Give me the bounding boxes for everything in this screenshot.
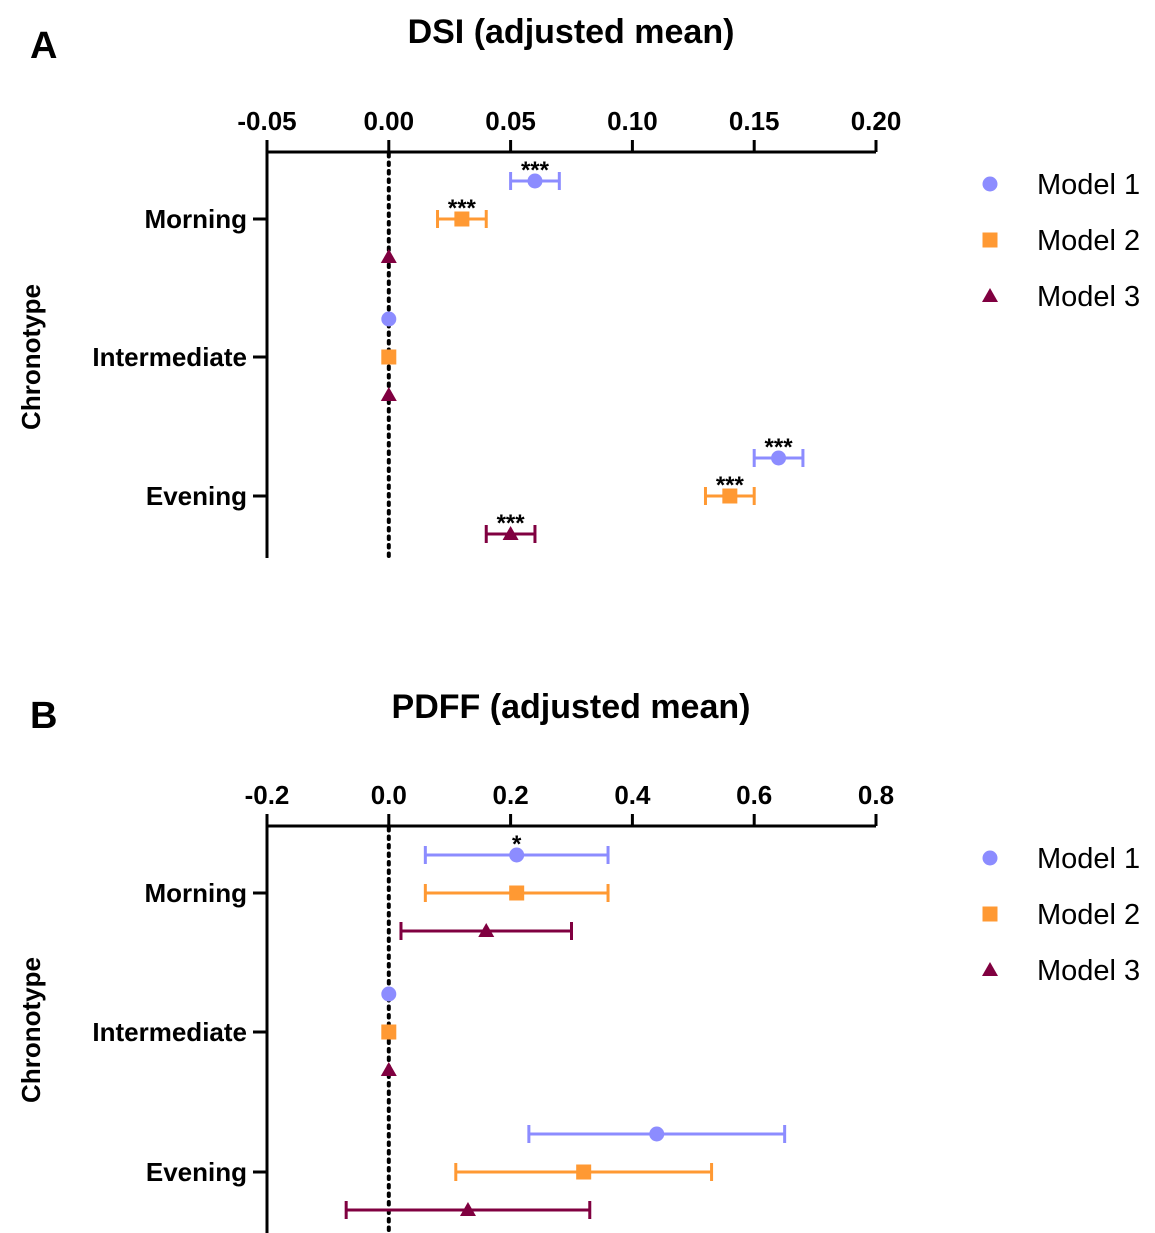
panel-b-data-point: [381, 1024, 397, 1040]
panel-b-legend-label: Model 1: [1037, 843, 1140, 875]
panel-b-legend: Model 1 Model 2 Model 3: [982, 843, 1140, 987]
panel-b-significance-label: *: [512, 831, 522, 858]
panel-b-data-point: [381, 986, 397, 1002]
panel-b-x-tick-label: 0.6: [736, 780, 772, 810]
panel-a-legend-marker: [982, 232, 998, 248]
panel-a-data-point: [771, 450, 787, 466]
panel-a-significance-label: ***: [716, 472, 745, 499]
panel-b-data-point: [380, 1062, 397, 1076]
panel-b-category-label: Morning: [144, 878, 247, 908]
panel-b-data-point: [478, 923, 495, 937]
panel-letter-a: A: [30, 25, 57, 67]
panel-b-category-label: Evening: [146, 1157, 247, 1187]
panel-a-significance-label: ***: [497, 510, 526, 537]
panel-a-legend-marker: [982, 176, 998, 192]
panel-letter-b: B: [30, 695, 57, 737]
panel-a-data-point: [381, 349, 397, 365]
panel-b-x-tick-label: 0.2: [493, 780, 529, 810]
panel-b-legend-marker: [982, 850, 998, 866]
panel-a-x-tick-label: 0.00: [363, 106, 414, 136]
panel-a-data-point: [502, 526, 519, 540]
panel-b-data-point: [459, 1202, 476, 1216]
panel-a-data-point: [381, 311, 397, 327]
panel-a-x-tick-label: 0.05: [485, 106, 536, 136]
panel-b-data-point: [509, 885, 525, 901]
panel-a-data-point: [527, 173, 543, 189]
panel-a-x-tick-label: -0.05: [237, 106, 296, 136]
panel-b-x-tick-label: -0.2: [245, 780, 290, 810]
panel-b-legend-marker: [982, 906, 998, 922]
panel-a-category-label: Intermediate: [92, 342, 247, 372]
panel-a-significance-label: ***: [448, 195, 477, 222]
panel-a-y-axis-title: Chronotype: [16, 284, 46, 430]
panel-a-category-label: Evening: [146, 481, 247, 511]
panel-a-legend-label: Model 3: [1037, 281, 1140, 313]
panel-a-x-tick-label: 0.20: [851, 106, 902, 136]
panel-b-category-label: Intermediate: [92, 1017, 247, 1047]
panel-a-x-tick-label: 0.15: [729, 106, 780, 136]
panel-b-title: PDFF (adjusted mean): [392, 688, 751, 726]
panel-a-category-label: Morning: [144, 204, 247, 234]
panel-b-data-point: [649, 1126, 665, 1142]
panel-a-data-point: [722, 488, 738, 504]
panel-b-data-point: [576, 1164, 592, 1180]
panel-b-legend-marker: [982, 962, 998, 976]
panel-b-x-tick-label: 0.8: [858, 780, 894, 810]
panel-a-legend-label: Model 1: [1037, 169, 1140, 201]
panel-a-x-tick-label: 0.10: [607, 106, 658, 136]
panel-b-legend-label: Model 2: [1037, 899, 1140, 931]
panel-b-legend-label: Model 3: [1037, 955, 1140, 987]
panel-a-title: DSI (adjusted mean): [408, 13, 735, 51]
panel-a-data-point: [454, 211, 470, 227]
panel-a-plot: -0.05 0.00 0.05 0.10 0.15 0.20 Morning Intermed…: [92, 106, 902, 560]
panel-a-significance-label: ***: [521, 157, 550, 184]
panel-b-x-tick-label: 0.0: [371, 780, 407, 810]
panel-a-legend-marker: [982, 288, 998, 302]
panel-b-plot: -0.2 0.0 0.2 0.4 0.6 0.8 Morning Intermediate Ev…: [92, 780, 894, 1233]
panel-b-data-point: [509, 847, 525, 863]
panel-b: B PDFF (adjusted mean) Chronotype -0.2 0.…: [16, 688, 1140, 1233]
panel-a-significance-label: ***: [765, 434, 794, 461]
panel-a: A DSI (adjusted mean) Chronotype -0.05 0.…: [16, 13, 1140, 560]
panel-a-legend-label: Model 2: [1037, 225, 1140, 257]
panel-b-x-tick-label: 0.4: [614, 780, 651, 810]
panel-b-y-axis-title: Chronotype: [16, 957, 46, 1103]
panel-a-data-point: [380, 249, 397, 263]
panel-a-data-point: [380, 387, 397, 401]
panel-a-legend: Model 1 Model 2 Model 3: [982, 169, 1140, 313]
